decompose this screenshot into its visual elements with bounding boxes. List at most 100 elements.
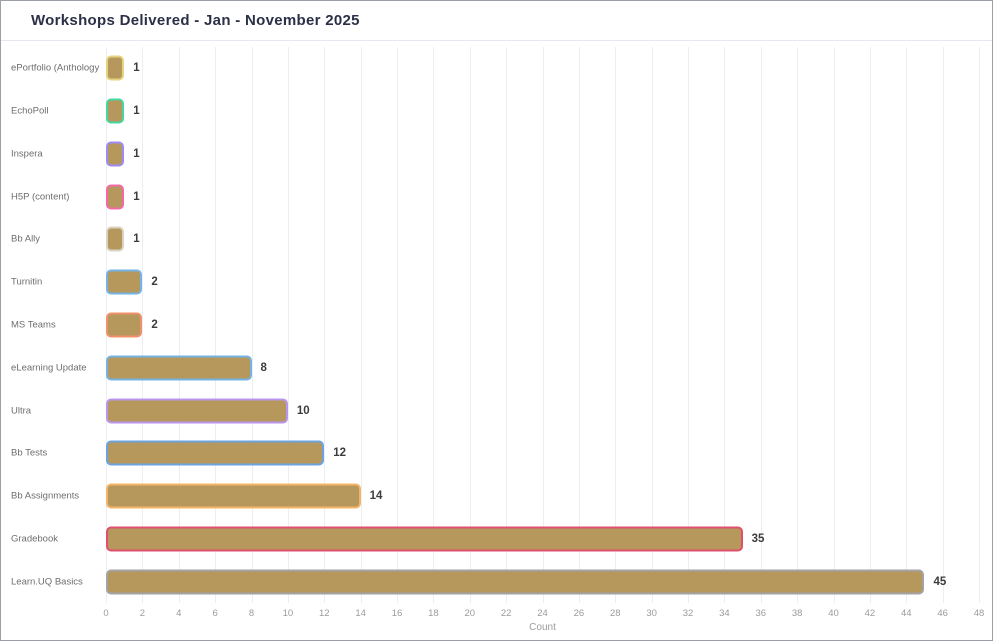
gridline bbox=[433, 47, 435, 603]
x-tick-label: 16 bbox=[391, 608, 403, 619]
bar-value-label: 45 bbox=[933, 575, 947, 588]
gridline bbox=[251, 47, 253, 603]
category-label: H5P (content) bbox=[11, 191, 70, 203]
x-tick-label: 34 bbox=[719, 608, 730, 619]
bar-bb-assignments[interactable] bbox=[106, 483, 361, 509]
bar-gradebook[interactable] bbox=[106, 526, 743, 552]
bar-row: 45 bbox=[106, 560, 979, 603]
x-tick-label: 26 bbox=[573, 608, 585, 619]
category-label: Turnitin bbox=[11, 276, 43, 288]
bar-elearning-update[interactable] bbox=[106, 355, 252, 381]
x-tick-label: 20 bbox=[464, 608, 476, 619]
category-label: EchoPoll bbox=[11, 105, 49, 117]
bar-turnitin[interactable] bbox=[106, 269, 143, 295]
gridline bbox=[142, 47, 144, 603]
gridline bbox=[869, 47, 871, 603]
bar-value-label: 2 bbox=[151, 276, 158, 289]
gridline bbox=[397, 47, 398, 603]
bar-row: 8 bbox=[106, 346, 979, 389]
bar-ms-teams[interactable] bbox=[106, 312, 143, 338]
gridline bbox=[506, 47, 508, 603]
x-tick-label: 30 bbox=[646, 608, 657, 619]
bar-ultra[interactable] bbox=[106, 398, 288, 424]
bar-echopoll[interactable] bbox=[106, 98, 125, 124]
gridline bbox=[760, 47, 762, 603]
bar-h5p-content[interactable] bbox=[106, 184, 125, 210]
gridline bbox=[469, 47, 471, 603]
gridline bbox=[724, 47, 726, 603]
gridline bbox=[833, 47, 835, 603]
gridline bbox=[360, 47, 362, 603]
x-tick-label: 2 bbox=[139, 608, 146, 619]
x-tick-label: 0 bbox=[103, 608, 109, 619]
gridline bbox=[688, 47, 689, 603]
bar-inspera[interactable] bbox=[106, 141, 125, 167]
x-tick-label: 48 bbox=[973, 608, 985, 619]
bar-value-label: 1 bbox=[133, 147, 140, 160]
bar-row: 14 bbox=[106, 475, 979, 518]
gridline bbox=[942, 47, 944, 603]
x-tick-label: 22 bbox=[500, 608, 512, 619]
category-label: Bb Tests bbox=[11, 447, 48, 459]
gridline bbox=[615, 47, 617, 603]
x-tick-label: 4 bbox=[176, 608, 182, 619]
category-label: Inspera bbox=[11, 148, 43, 160]
x-tick-label: 14 bbox=[355, 608, 366, 619]
gridline bbox=[797, 47, 799, 603]
x-tick-label: 46 bbox=[937, 608, 948, 619]
bar-value-label: 1 bbox=[133, 62, 140, 75]
bar-row: 10 bbox=[106, 389, 979, 432]
gridline bbox=[215, 47, 217, 603]
bar-row: 1 bbox=[106, 90, 979, 133]
bar-learn-uq-basics[interactable] bbox=[106, 569, 925, 595]
bar-value-label: 8 bbox=[260, 361, 267, 374]
category-label: eLearning Update bbox=[11, 362, 87, 374]
gridline bbox=[578, 47, 580, 603]
x-tick-label: 42 bbox=[864, 608, 876, 619]
category-label: MS Teams bbox=[11, 319, 56, 331]
gridline bbox=[287, 47, 289, 603]
bar-bb-tests[interactable] bbox=[106, 440, 325, 466]
x-tick-label: 36 bbox=[755, 608, 767, 619]
x-tick-label: 10 bbox=[282, 608, 294, 619]
x-tick-label: 32 bbox=[682, 608, 694, 619]
bar-eportfolio-anthology[interactable] bbox=[106, 55, 125, 81]
bar-value-label: 1 bbox=[133, 190, 140, 203]
bar-value-label: 1 bbox=[133, 105, 140, 118]
x-tick-label: 44 bbox=[900, 608, 912, 619]
category-label: Bb Assignments bbox=[11, 490, 80, 502]
x-tick-label: 40 bbox=[828, 608, 839, 619]
x-tick-label: 24 bbox=[537, 608, 548, 619]
gridline bbox=[651, 47, 653, 603]
x-tick-label: 12 bbox=[318, 608, 330, 619]
bar-row: 1 bbox=[106, 175, 979, 218]
gridline bbox=[979, 47, 980, 603]
bar-value-label: 1 bbox=[133, 233, 140, 246]
category-label: Ultra bbox=[11, 405, 32, 417]
bar-value-label: 2 bbox=[151, 318, 158, 331]
bar-row: 1 bbox=[106, 133, 979, 176]
chart-title: Workshops Delivered - Jan - November 202… bbox=[31, 12, 360, 29]
bar-value-label: 12 bbox=[333, 447, 347, 460]
chart-area: 1 1 1 1 1 2 2 8 10 12 14 35 45 ePortfolio (Anthology… bbox=[1, 42, 992, 640]
gridline bbox=[542, 47, 544, 603]
category-label: Gradebook bbox=[11, 533, 59, 545]
gridline bbox=[906, 47, 908, 603]
chart-header: Workshops Delivered - Jan - November 202… bbox=[1, 1, 992, 41]
category-label: ePortfolio (Anthology bbox=[11, 62, 100, 74]
category-label: Bb Ally bbox=[11, 233, 41, 245]
category-label: Learn.UQ Basics bbox=[11, 576, 83, 588]
x-tick-label: 28 bbox=[609, 608, 621, 619]
x-tick-label: 8 bbox=[248, 608, 255, 619]
x-tick-label: 38 bbox=[791, 608, 803, 619]
bar-bb-ally[interactable] bbox=[106, 226, 125, 252]
bar-row: 1 bbox=[106, 218, 979, 261]
plot-area: 1 1 1 1 1 2 2 8 10 12 14 35 45 bbox=[106, 47, 980, 603]
bar-value-label: 35 bbox=[751, 532, 765, 545]
bar-row: 12 bbox=[106, 432, 979, 475]
bar-row: 2 bbox=[106, 261, 979, 304]
x-tick-label: 6 bbox=[212, 608, 218, 619]
bar-value-label: 14 bbox=[369, 490, 383, 503]
gridline bbox=[178, 47, 180, 603]
